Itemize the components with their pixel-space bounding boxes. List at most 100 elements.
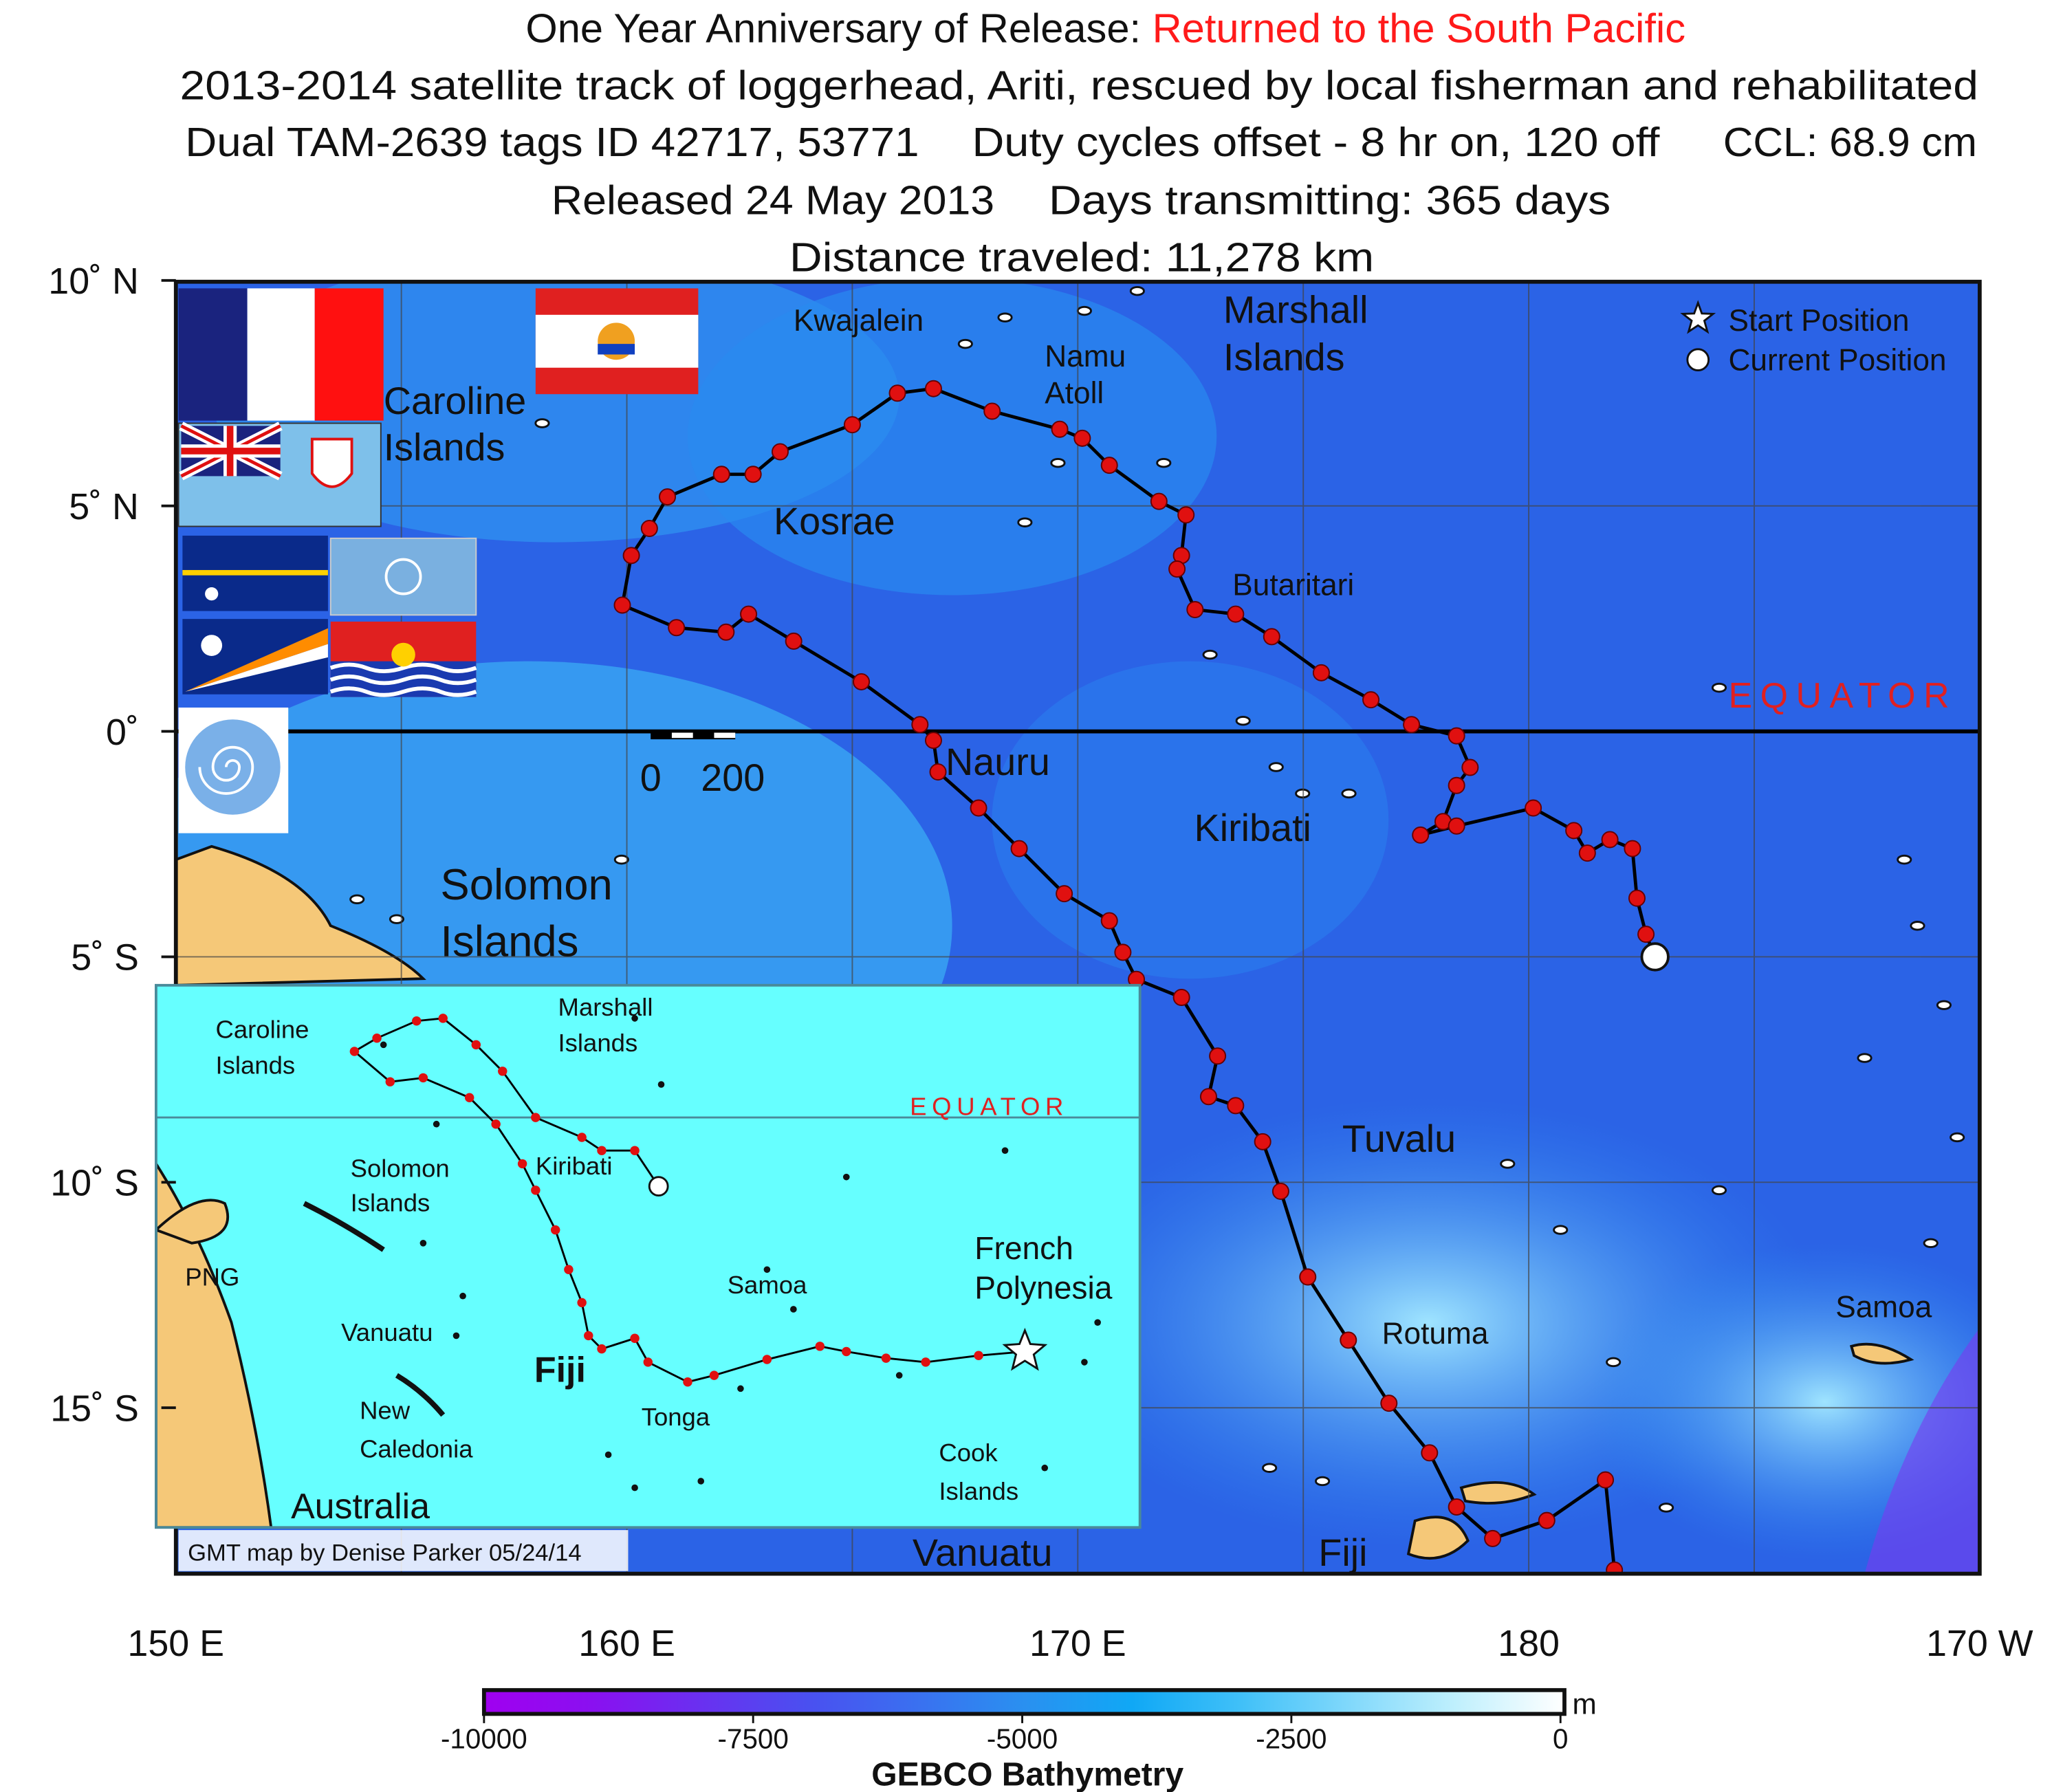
inset-label-australia: Australia: [291, 1487, 430, 1527]
inset-track-point: [577, 1133, 587, 1142]
label-kiribati: Kiribati: [1194, 807, 1311, 849]
island: [997, 312, 1013, 323]
track-point: [1299, 1268, 1317, 1286]
colorbar-tick-label: -7500: [718, 1723, 789, 1754]
inset-island: [631, 1015, 638, 1022]
inset-track-point: [438, 1014, 448, 1023]
island: [1235, 715, 1251, 726]
map-frame: [173, 279, 1982, 1576]
inset-island: [763, 1266, 771, 1274]
track-point: [1227, 1097, 1245, 1115]
inset-island: [459, 1292, 466, 1300]
inset-island: [433, 1120, 440, 1128]
island: [1500, 1159, 1516, 1169]
track-point: [1186, 601, 1204, 619]
inset-track-point: [564, 1265, 574, 1274]
track-point: [1565, 822, 1583, 840]
label-samoa: Samoa: [1835, 1291, 1932, 1324]
label-caroline-2: Islands: [384, 426, 505, 468]
inset-track-point: [418, 1073, 428, 1083]
track-point: [888, 384, 906, 402]
flag-french-polynesia: [535, 288, 699, 395]
island: [1315, 1476, 1331, 1487]
track-point: [1100, 912, 1118, 930]
current-position-icon: [1686, 348, 1710, 372]
inset-track-point: [709, 1370, 719, 1380]
inset-map: Caroline Islands Marshall Islands EQUATO…: [155, 983, 1142, 1529]
island: [1711, 682, 1727, 693]
track-point: [1254, 1133, 1271, 1150]
lat-tick-label: 10˚ N: [48, 261, 139, 302]
inset-track-point: [531, 1113, 541, 1122]
island: [957, 338, 973, 349]
scale-bar: 0 200: [640, 731, 765, 799]
label-tuvalu: Tuvalu: [1342, 1117, 1456, 1160]
inset-track-point: [577, 1298, 587, 1308]
track-point: [1421, 1444, 1439, 1462]
track-point: [1271, 1182, 1289, 1200]
label-solomon-2: Islands: [440, 918, 578, 966]
tag-info: Dual TAM-2639 tags ID 42717, 53771: [185, 119, 919, 165]
inset-island: [895, 1372, 903, 1379]
track-point: [1538, 1511, 1556, 1529]
track-point: [1227, 605, 1245, 623]
track-point: [1601, 831, 1619, 849]
duty-cycle-info: Duty cycles offset - 8 hr on, 120 off: [972, 119, 1659, 165]
island: [1950, 1132, 1965, 1143]
inset-track-point: [683, 1377, 692, 1387]
track-point: [1448, 727, 1465, 745]
track-point: [1114, 943, 1132, 961]
track-point: [983, 402, 1001, 420]
track-point: [1340, 1331, 1357, 1349]
flag-kiribati: [329, 621, 477, 697]
track-point: [1637, 926, 1655, 943]
track-point: [1056, 885, 1073, 903]
inset-start-star-icon: [1002, 1327, 1048, 1371]
track-point: [1484, 1529, 1502, 1547]
inset-track-point: [372, 1034, 382, 1043]
lon-tick-label: 150 E: [127, 1623, 224, 1664]
island: [1262, 1463, 1278, 1473]
legend-start: Start Position: [1728, 304, 1909, 338]
island: [1711, 1185, 1727, 1196]
lat-tick-label: 10˚ S: [50, 1163, 139, 1204]
label-namu-2: Atoll: [1045, 377, 1104, 411]
lon-tick-label: 170 E: [1029, 1623, 1126, 1664]
track-point: [712, 466, 730, 483]
inset-track-point: [842, 1346, 851, 1357]
island: [1017, 517, 1033, 527]
inset-island: [1094, 1319, 1101, 1326]
track-point: [659, 488, 677, 506]
lat-tick-label: 15˚ S: [50, 1388, 139, 1429]
island: [1553, 1225, 1569, 1235]
colorbar-tick-label: -2500: [1256, 1723, 1327, 1754]
island: [1936, 1000, 1952, 1010]
inset-track-point: [597, 1344, 607, 1354]
track-point: [640, 519, 658, 537]
island: [1606, 1357, 1622, 1368]
inset-island: [657, 1081, 665, 1088]
lon-tick-label: 180: [1498, 1623, 1560, 1664]
inset-track-point: [498, 1067, 507, 1076]
inset-track-point: [412, 1016, 422, 1026]
inset-island: [1041, 1464, 1049, 1472]
colorbar-tick-label: -5000: [987, 1723, 1058, 1754]
island: [1341, 788, 1357, 799]
inset-label-vanuatu: Vanuatu: [341, 1318, 433, 1346]
label-nauru: Nauru: [946, 741, 1050, 783]
legend-current: Current Position: [1728, 344, 1946, 378]
track-point: [1010, 840, 1028, 857]
scale-label-200: 200: [701, 756, 765, 799]
island: [1076, 305, 1092, 316]
inset-island: [737, 1385, 744, 1392]
inset-track-point: [385, 1077, 395, 1086]
track-point: [1199, 1088, 1217, 1106]
track-point: [911, 716, 929, 734]
inset-label-png: PNG: [185, 1263, 239, 1291]
inset-island: [1001, 1147, 1009, 1154]
label-marshall-2: Islands: [1223, 336, 1345, 379]
track-point: [1073, 429, 1091, 447]
inset-track-point: [974, 1351, 983, 1360]
track-point: [1209, 1047, 1227, 1065]
